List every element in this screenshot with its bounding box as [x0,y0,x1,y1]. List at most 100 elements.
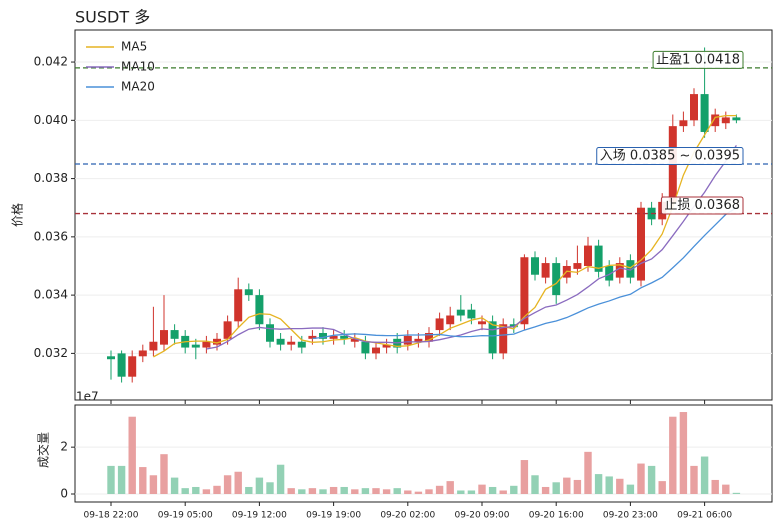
candle-body [234,289,243,322]
candle-body [361,341,370,354]
candle-body [446,315,455,325]
candle-body [350,338,359,342]
x-tick-label: 09-18 22:00 [84,511,139,521]
ma-line [312,207,737,340]
y-tick-label: 0.038 [34,171,68,185]
volume-bar [128,416,136,494]
candle-body [297,341,306,348]
candle-body [700,94,709,132]
volume-bar [679,412,688,494]
volume-bar [414,491,423,494]
candle-body [128,356,137,377]
candle-body [721,117,730,124]
candle-body [287,341,296,345]
volume-bar [202,489,211,494]
volume-bar [245,486,253,494]
candle-body [573,263,582,269]
volume-bar [573,479,582,494]
candle-body [170,330,179,339]
candle-body [509,324,518,328]
candle-body [223,321,232,339]
candle-body [584,245,592,266]
volume-bar [584,451,592,494]
volume-frame [74,404,773,503]
candle-body [552,263,561,296]
volume-bar [478,484,486,494]
candle-body [117,353,126,377]
volume-bar [732,492,741,494]
candle-body [319,332,327,339]
volume-bar [351,489,359,494]
candle-body [520,257,529,325]
y-tick-label: 2 [60,440,68,454]
legend-label: MA5 [121,40,147,54]
volume-bar [605,476,613,494]
candle-body [711,114,720,127]
volume-bar [255,477,264,494]
candle-body [531,257,539,275]
candle-body [160,330,168,345]
ma-line [206,145,737,350]
candle-body [488,321,497,354]
x-tick-label: 09-20 23:00 [603,511,658,521]
volume-bar [563,477,571,494]
candle-body [541,263,550,278]
candle-body [340,335,349,339]
volume-bar [223,475,232,494]
x-tick-label: 09-19 19:00 [306,511,361,521]
candle-body [690,94,698,121]
x-tick-label: 09-20 02:00 [380,511,435,521]
x-tick-label: 09-20 09:00 [455,511,510,521]
volume-bar [117,465,126,494]
candle-body [149,341,158,351]
candle-body [308,335,317,339]
level-label-box [596,147,744,166]
x-tick-label: 09-20 16:00 [529,511,584,521]
x-tick-label: 09-19 05:00 [158,511,213,521]
volume-bar [637,463,645,494]
x-tick-label: 09-19 12:00 [232,511,287,521]
volume-bar [372,488,380,494]
volume-bar [319,489,327,494]
volume-bar [626,484,635,494]
y-tick-label: 0 [60,487,68,501]
volume-bar [361,488,370,494]
ma-line [153,115,737,358]
volume-bar [669,416,677,494]
level-label-box [660,196,744,215]
volume-bar [467,490,476,494]
volume-bar [499,490,507,494]
volume-bar [298,489,306,494]
volume-bar [181,488,189,494]
candle-body [403,335,412,345]
candle-body [626,260,635,278]
volume-bar [192,486,200,494]
volume-bar [213,485,221,494]
volume-bar [340,486,348,494]
candle-body [679,120,688,127]
level-label: 止盈1 0.0418 [656,52,740,67]
candle-body [467,309,476,319]
volume-bar [488,486,497,494]
volume-bar [170,477,179,494]
candle-body [456,309,465,316]
candle-body [425,332,433,342]
candle-body [372,347,380,354]
volume-bar [647,465,656,494]
volume-bar [552,482,560,494]
legend-label: MA10 [121,60,155,74]
y-tick-label: 0.032 [34,346,68,360]
candle-body [244,289,253,296]
y-tick-label: 0.036 [34,229,68,243]
candle-body [732,117,741,121]
offset-label: 1e7 [76,390,99,404]
y-tick-label: 0.034 [34,288,68,302]
volume-bar [541,486,550,494]
volume-bar [510,485,518,494]
candle-body [499,324,508,354]
volume-bar [160,454,168,494]
volume-bar [266,482,274,494]
level-label-box [652,50,744,69]
volume-bar [404,490,412,494]
